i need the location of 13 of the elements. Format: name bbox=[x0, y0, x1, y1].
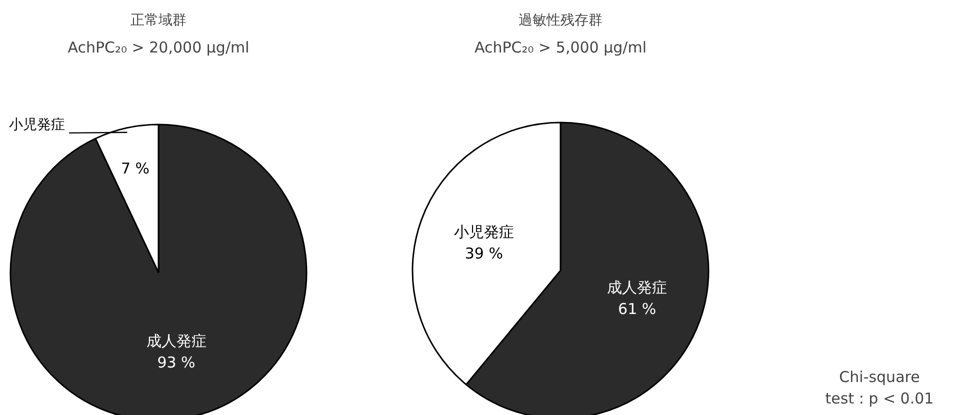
data-label: 7 % bbox=[120, 160, 150, 178]
chart-title: 正常域群 bbox=[130, 12, 186, 28]
text: Chi-square test : p < 0.01 bbox=[825, 368, 934, 408]
data-label: 61 % bbox=[618, 300, 656, 318]
chart-subtitle: AchPC₂₀ > 5,000 μg/ml bbox=[474, 38, 647, 56]
slice-label: 小児発症 bbox=[454, 223, 514, 242]
slice-label: 成人発症 bbox=[146, 332, 206, 350]
data-label: 93 % bbox=[157, 354, 196, 372]
slice-label: 成人発症 bbox=[607, 278, 668, 296]
chart-title: 過敏性残存群 bbox=[518, 12, 602, 28]
data-label: 39 % bbox=[464, 244, 503, 263]
slice-label: 小児発症 bbox=[9, 116, 66, 133]
chart-subtitle: AchPC₂₀ > 20,000 μg/ml bbox=[68, 38, 250, 56]
